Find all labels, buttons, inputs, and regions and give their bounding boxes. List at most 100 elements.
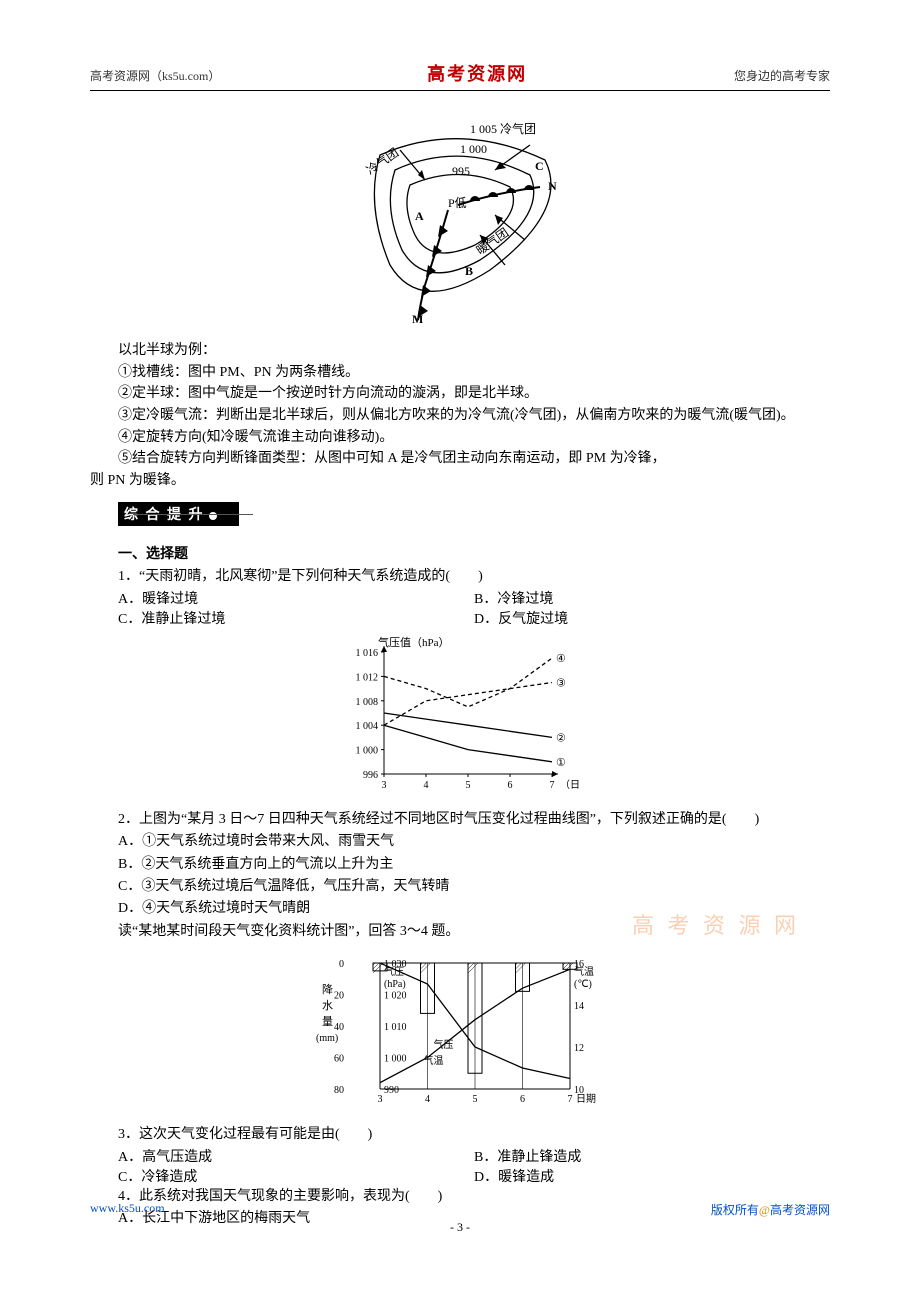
explain-lead: 以北半球为例： (90, 340, 830, 362)
svg-text:降: 降 (322, 982, 333, 996)
q1-C: C．准静止锋过境 (118, 608, 474, 628)
footer: www.ks5u.com 版权所有@高考资源网 - 3 - (90, 1201, 830, 1235)
footer-url: www.ks5u.com (90, 1201, 165, 1218)
label-B: B (465, 264, 473, 278)
part-title: 一、选择题 (90, 544, 830, 566)
q3-D: D．暖锋造成 (474, 1166, 830, 1186)
svg-text:④: ④ (556, 653, 566, 665)
svg-text:16: 16 (574, 959, 584, 970)
q2-stem: 2．上图为“某月 3 日～7 日四种天气系统经过不同地区时气压变化过程曲线图”，… (90, 809, 830, 831)
svg-text:7: 7 (568, 1094, 573, 1105)
q3: 3．这次天气变化过程最有可能是由( ) A．高气压造成 B．准静止锋造成 C．冷… (90, 1124, 830, 1186)
svg-text:量: 量 (322, 1015, 333, 1028)
q3-A: A．高气压造成 (118, 1146, 474, 1166)
svg-text:1 000: 1 000 (356, 745, 379, 756)
svg-text:③: ③ (556, 677, 566, 689)
footer-copy-site: 高考资源网 (770, 1203, 830, 1217)
svg-text:气压: 气压 (434, 1038, 454, 1051)
svg-text:1 020: 1 020 (384, 990, 407, 1001)
q2: 2．上图为“某月 3 日～7 日四种天气系统经过不同地区时气压变化过程曲线图”，… (90, 809, 830, 921)
section-badge-text: 综 合 提 升 (124, 508, 205, 523)
svg-text:40: 40 (334, 1022, 344, 1033)
header-left: 高考资源网（ks5u.com） (90, 67, 220, 84)
svg-text:0: 0 (339, 959, 344, 970)
svg-text:②: ② (556, 732, 566, 744)
explain-p1: ①找槽线：图中 PM、PN 为两条槽线。 (90, 362, 830, 384)
svg-text:(mm): (mm) (316, 1033, 338, 1044)
svg-text:6: 6 (508, 780, 513, 791)
q1: 1．“天雨初晴，北风寒彻”是下列何种天气系统造成的( ) A．暖锋过境 B．冷锋… (90, 566, 830, 628)
cyclone-svg: P低 1 005 冷气团 1 000 99 (330, 115, 590, 325)
label-C: C (535, 159, 544, 173)
label-M: M (412, 312, 423, 325)
svg-text:3: 3 (382, 780, 387, 791)
explain-p5a: ⑤结合旋转方向判断锋面类型：从图中可知 A 是冷气团主动向东南运动，即 PM 为… (90, 448, 830, 470)
footer-copy: 版权所有@高考资源网 (711, 1201, 830, 1218)
header-center-logo: 高考资源网 (427, 60, 527, 86)
footer-page: - 3 - (90, 1220, 830, 1235)
svg-text:1 008: 1 008 (356, 697, 379, 708)
svg-text:1 010: 1 010 (384, 1022, 407, 1033)
svg-text:（日）: （日） (560, 779, 580, 791)
weather-chart-figure: 34567日期020406080降水量(mm)气压(hPa)9901 0001 … (90, 949, 830, 1114)
q3-row2: C．冷锋造成 D．暖锋造成 (118, 1166, 830, 1186)
svg-text:①: ① (556, 757, 566, 769)
footer-copy-prefix: 版权所有 (711, 1203, 759, 1217)
svg-text:(℃): (℃) (574, 979, 592, 990)
footer-copy-at: @ (759, 1203, 770, 1217)
svg-text:1 016: 1 016 (356, 648, 379, 659)
q2-C: C．③天气系统过境后气温降低，气压升高，天气转晴 (90, 876, 830, 898)
q1-A: A．暖锋过境 (118, 588, 474, 608)
svg-text:4: 4 (425, 1094, 430, 1105)
svg-text:20: 20 (334, 990, 344, 1001)
footer-row: www.ks5u.com 版权所有@高考资源网 (90, 1201, 830, 1218)
q3-B: B．准静止锋造成 (474, 1146, 830, 1166)
q1-D: D．反气旋过境 (474, 608, 830, 628)
explain-p3: ③定冷暖气流：判断出是北半球后，则从偏北方吹来的为冷气流(冷气团)，从偏南方吹来… (90, 405, 830, 427)
explain-p5b: 则 PN 为暖锋。 (90, 470, 830, 492)
cyclone-figure: P低 1 005 冷气团 1 000 99 (90, 115, 830, 330)
weather-chart-svg: 34567日期020406080降水量(mm)气压(hPa)9901 0001 … (310, 949, 610, 1109)
q2-B: B．②天气系统垂直方向上的气流以上升为主 (90, 854, 830, 876)
svg-text:10: 10 (574, 1085, 584, 1096)
svg-text:990: 990 (384, 1085, 399, 1096)
explain-p4: ④定旋转方向(知冷暖气流谁主动向谁移动)。 (90, 427, 830, 449)
svg-text:1 004: 1 004 (356, 721, 379, 732)
label-isobar-mid: 1 000 (460, 142, 487, 156)
svg-text:3: 3 (378, 1094, 383, 1105)
svg-text:80: 80 (334, 1085, 344, 1096)
svg-text:1 000: 1 000 (384, 1053, 407, 1064)
section-badge: 综 合 提 升 (118, 502, 239, 526)
q3-row1: A．高气压造成 B．准静止锋造成 (118, 1146, 830, 1166)
explain-p2: ②定半球：图中气旋是一个按逆时针方向流动的漩涡，即是北半球。 (90, 383, 830, 405)
svg-text:水: 水 (322, 999, 333, 1012)
label-isobar-inner: 995 (452, 164, 470, 178)
page: 高考资源网（ks5u.com） 高考资源网 您身边的高考专家 P低 (0, 0, 920, 1261)
q2-D: D．④天气系统过境时天气晴朗 (90, 898, 830, 920)
svg-text:(hPa): (hPa) (384, 979, 406, 990)
label-isobar-outer: 1 005 冷气团 (470, 121, 536, 136)
svg-text:7: 7 (550, 780, 555, 791)
q3-C: C．冷锋造成 (118, 1166, 474, 1186)
svg-text:1 012: 1 012 (356, 672, 379, 683)
svg-text:气压值（hPa）: 气压值（hPa） (378, 635, 450, 649)
header-right: 您身边的高考专家 (734, 67, 830, 84)
label-A: A (415, 209, 424, 223)
label-cold: 冷气团 (363, 145, 401, 178)
q3-stem: 3．这次天气变化过程最有可能是由( ) (90, 1124, 830, 1146)
svg-text:5: 5 (473, 1094, 478, 1105)
q1-options-row1: A．暖锋过境 B．冷锋过境 (118, 588, 830, 608)
q1-options-row2: C．准静止锋过境 D．反气旋过境 (118, 608, 830, 628)
svg-text:60: 60 (334, 1053, 344, 1064)
page-header: 高考资源网（ks5u.com） 高考资源网 您身边的高考专家 (90, 60, 830, 91)
q1-B: B．冷锋过境 (474, 588, 830, 608)
svg-text:气温: 气温 (424, 1054, 444, 1067)
svg-text:6: 6 (520, 1094, 525, 1105)
label-N: N (548, 179, 557, 193)
svg-text:12: 12 (574, 1043, 584, 1054)
q34-lead: 读“某地某时间段天气变化资料统计图”，回答 3～4 题。 (90, 921, 830, 943)
svg-text:4: 4 (424, 780, 429, 791)
svg-text:996: 996 (363, 770, 378, 781)
svg-text:14: 14 (574, 1001, 584, 1012)
q2-A: A．①天气系统过境时会带来大风、雨雪天气 (90, 831, 830, 853)
